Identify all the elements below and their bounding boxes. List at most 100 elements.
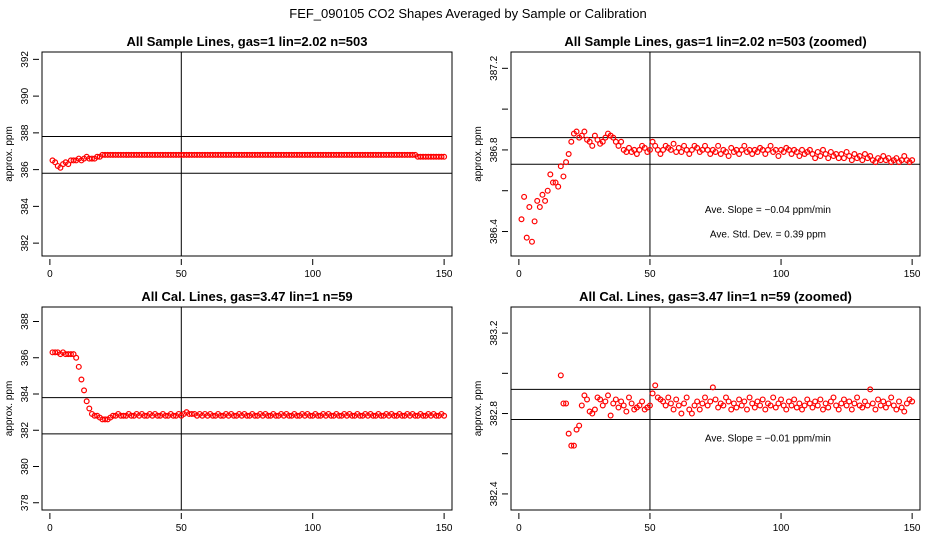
chart-2-point [702,142,709,149]
chart-2-point [646,146,653,153]
chart-4-points [557,372,916,449]
chart-1-plot-frame [41,51,453,257]
chart-4-point [791,396,798,403]
chart-2-point [817,153,824,160]
chart-2-point [909,157,916,164]
chart-4-point [793,404,800,411]
chart-4-annotation-1: Ave. Slope = −0.01 ppm/min [705,434,831,445]
chart-3-point [91,412,98,419]
chart-4-point [848,406,855,413]
chart-4-point [890,402,897,409]
chart-2-point [594,136,601,143]
chart-4-point [785,398,792,405]
chart-2-point [796,153,803,160]
chart-4-point [712,396,719,403]
chart-4-point [670,406,677,413]
chart-4-point [861,398,868,405]
chart-4-point [825,404,832,411]
chart-2-point [825,155,832,162]
chart-4-ytick-label-2: 382.8 [489,401,500,426]
chart-4-point [715,404,722,411]
chart-1-xtick-label-50: 50 [176,269,188,280]
chart-4-point [804,396,811,403]
chart-2-title: All Sample Lines, gas=1 lin=2.02 n=503 (… [564,34,866,49]
chart-4-point [909,398,916,405]
chart-1-point [88,155,95,162]
chart-2-point [678,148,685,155]
chart-4-point [707,398,714,405]
chart-4-point [770,394,777,401]
chart-1-xtick-label-0: 0 [47,269,53,280]
chart-4-point [607,412,614,419]
chart-3-ytick-label-5: 388 [20,313,31,330]
chart-3-point [286,412,293,419]
chart-4-point [854,394,861,401]
chart-4-point [746,394,753,401]
chart-4-point [660,398,667,405]
chart-4-point [888,394,895,401]
chart-4-plot-frame [510,306,921,511]
chart-3-point [81,387,88,394]
chart-2-point [657,151,664,158]
chart-2-point [610,134,617,141]
chart-3-point [86,405,93,412]
chart-4-point [812,398,819,405]
chart-2-point [749,151,756,158]
chart-3-point [102,416,109,423]
chart-4-point [649,390,656,397]
chart-3-point [433,412,440,419]
chart-3-point [357,412,364,419]
chart-4-point [775,400,782,407]
chart-1-ytick-label-4: 390 [20,87,31,104]
chart-4-point [809,404,816,411]
figure-title: FEF_090105 CO2 Shapes Averaged by Sample… [289,6,646,21]
chart-4-point [885,400,892,407]
chart-4-point [877,402,884,409]
chart-4-point [864,402,871,409]
chart-3-ytick-label-2: 382 [20,421,31,438]
chart-3-point [370,412,377,419]
chart-3-point [251,412,258,419]
chart-3-ytick-label-4: 386 [20,349,31,366]
chart-4-point [738,402,745,409]
chart-3-group: All Cal. Lines, gas=3.47 lin=1 n=59 0 50 10… [4,289,453,534]
chart-1-points [49,151,448,171]
chart-3-point [272,412,279,419]
chart-2-point [767,142,774,149]
chart-4-point [722,394,729,401]
chart-4-point [819,406,826,413]
chart-2-point [840,155,847,162]
chart-2-point [589,142,596,149]
chart-4-point [741,398,748,405]
chart-4-ytick-label-0: 382.4 [489,481,500,506]
chart-2-point [694,144,701,151]
chart-4-point [610,400,617,407]
chart-2-point [549,179,556,186]
chart-3-ytick-label-1: 380 [20,458,31,475]
chart-4-point [799,406,806,413]
chart-1-ytick-label-2: 386 [20,161,31,178]
chart-3-xtick-label-50: 50 [176,523,188,534]
chart-2-point [893,155,900,162]
chart-4-point [767,402,774,409]
chart-2-point [738,146,745,153]
chart-2-point [812,155,819,162]
chart-2-point [872,159,879,166]
chart-4-point [736,396,743,403]
chart-2-point [754,148,761,155]
chart-4-point [751,404,758,411]
chart-4-point [725,398,732,405]
chart-4-point [843,402,850,409]
chart-4-point [591,406,598,413]
chart-4-point [560,400,567,407]
chart-2-point [633,151,640,158]
chart-4-point [778,396,785,403]
chart-4-point [599,402,606,409]
chart-3-point [170,412,177,419]
chart-2-point [688,146,695,153]
chart-3-points [49,349,448,423]
chart-2-point [725,153,732,160]
chart-4-point [882,404,889,411]
chart-3-point [293,412,300,419]
